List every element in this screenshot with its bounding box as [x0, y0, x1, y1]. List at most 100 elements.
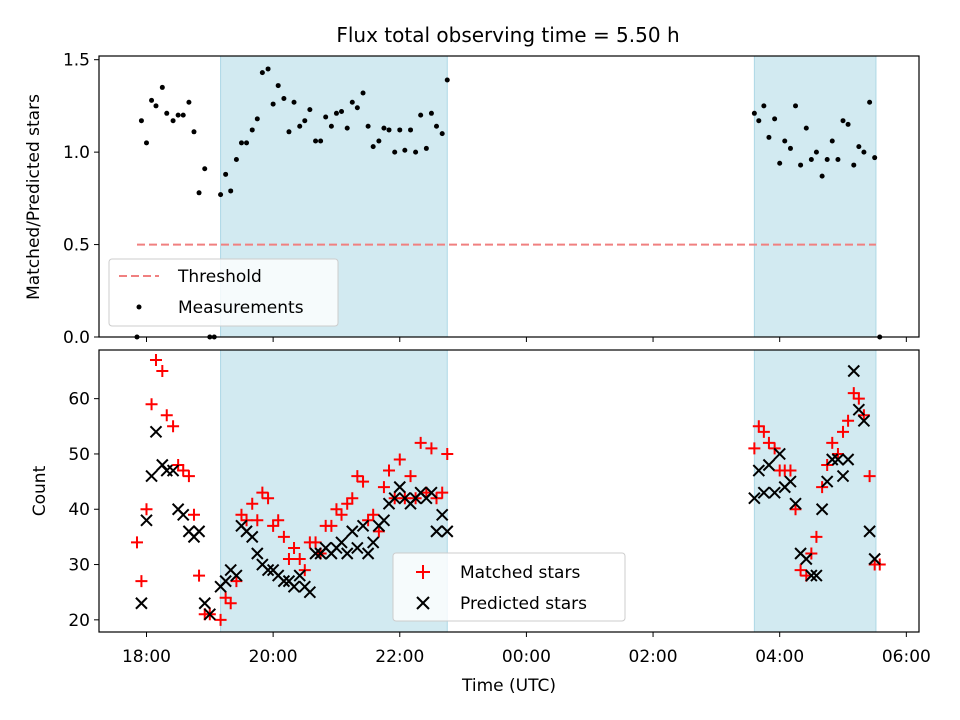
predicted-star-marker — [815, 503, 829, 516]
matched-star-marker — [251, 514, 264, 527]
measurement-point — [302, 118, 308, 124]
measurement-point — [835, 157, 841, 163]
measurement-point — [444, 77, 450, 83]
measurement-point — [386, 127, 392, 133]
measurement-point — [793, 103, 799, 109]
matched-star-marker — [219, 591, 232, 604]
measurement-point — [333, 110, 339, 116]
predicted-star-marker — [198, 597, 211, 610]
measurement-point — [798, 162, 804, 168]
matched-star-marker — [140, 503, 153, 516]
measurement-point — [408, 127, 414, 133]
matched-star-marker — [414, 436, 427, 449]
matched-star-marker — [341, 497, 354, 510]
predicted-star-marker — [810, 569, 823, 582]
bottom-legend: Matched stars Predicted stars — [392, 552, 626, 622]
predicted-star-marker — [177, 508, 190, 521]
measurement-point — [840, 118, 846, 124]
predicted-star-marker — [166, 464, 180, 477]
measurement-point — [238, 140, 244, 146]
matched-star-marker — [762, 436, 775, 449]
top-x-ticks — [145, 337, 907, 342]
matched-star-marker — [425, 442, 438, 455]
predicted-star-marker — [841, 453, 855, 466]
matched-star-marker — [346, 492, 359, 505]
matched-star-marker — [404, 470, 417, 483]
measurement-point — [772, 116, 778, 122]
predicted-star-marker — [377, 514, 391, 527]
predicted-star-marker — [335, 536, 348, 549]
predicted-star-marker — [789, 497, 802, 510]
top-legend: Threshold Measurements — [108, 258, 339, 327]
matched-star-marker — [288, 541, 301, 554]
measurement-point — [751, 110, 757, 116]
matched-star-marker — [842, 414, 855, 427]
matched-star-marker — [130, 536, 143, 549]
matched-star-marker — [325, 519, 338, 532]
predicted-star-marker — [388, 491, 401, 505]
matched-star-marker — [267, 519, 280, 532]
predicted-star-marker — [341, 547, 354, 560]
x-tick-label: 18:00 — [122, 647, 171, 667]
predicted-star-marker — [441, 525, 454, 538]
measurement-point — [418, 112, 424, 118]
x-tick-label: 00:00 — [502, 647, 551, 667]
measurement-point — [861, 149, 867, 155]
predicted-star-marker — [836, 469, 850, 483]
matched-star-marker — [230, 575, 243, 588]
predicted-star-marker — [852, 403, 866, 416]
y-tick-label: 0.0 — [63, 328, 90, 348]
measurement-point — [354, 105, 360, 111]
matched-star-marker — [441, 447, 454, 460]
predicted-star-marker — [857, 414, 871, 427]
predicted-star-marker — [203, 608, 217, 621]
measurement-point — [829, 138, 835, 144]
matched-star-marker — [145, 398, 158, 411]
predicted-star-marker — [230, 569, 243, 582]
predicted-star-marker — [757, 486, 771, 499]
top-y-axis-label: Matched/Predicted stars — [24, 94, 44, 300]
measurement-point — [365, 123, 371, 129]
measurement-point — [223, 171, 229, 177]
measurement-point — [756, 118, 762, 124]
matched-star-marker — [182, 470, 195, 483]
matched-star-marker — [789, 503, 802, 516]
measurement-point — [149, 97, 155, 103]
y-tick-label: 0.5 — [63, 236, 90, 256]
legend-measurements-label: Measurements — [178, 298, 304, 318]
legend-matched-label: Matched stars — [460, 563, 580, 583]
predicted-star-marker — [287, 580, 301, 593]
measurement-point — [318, 138, 324, 144]
measurement-point — [339, 108, 345, 114]
measurement-point — [349, 99, 355, 105]
predicted-star-marker — [219, 574, 232, 588]
measurement-point — [813, 149, 819, 155]
matched-star-markers — [130, 353, 886, 626]
y-tick-label: 1.0 — [63, 143, 90, 163]
predicted-star-marker — [140, 514, 153, 527]
matched-star-marker — [847, 387, 860, 400]
predicted-star-markers — [135, 364, 881, 621]
predicted-star-marker — [773, 447, 786, 461]
matched-star-marker — [757, 425, 770, 438]
measurement-point — [323, 114, 329, 120]
matched-star-marker — [383, 464, 396, 477]
measurement-point — [344, 125, 350, 131]
matched-star-marker — [224, 597, 237, 610]
matched-star-marker — [167, 420, 180, 433]
x-tick-label: 06:00 — [882, 647, 931, 667]
matched-star-marker — [393, 453, 406, 466]
top-panel: 0.0 0.5 1.0 1.5 Matched/Predicted stars Thr… — [24, 51, 920, 348]
bottom-legend-box — [392, 552, 626, 622]
measurement-point — [867, 99, 873, 105]
measurement-point — [265, 66, 271, 72]
measurement-point — [228, 188, 234, 194]
measurement-point — [808, 157, 814, 163]
measurement-point — [428, 110, 434, 116]
x-axis-label: Time (UTC) — [461, 676, 556, 696]
legend-matched-swatch — [416, 565, 430, 579]
measurement-point — [275, 83, 281, 89]
measurement-point — [138, 118, 144, 124]
measurement-point — [777, 160, 783, 166]
